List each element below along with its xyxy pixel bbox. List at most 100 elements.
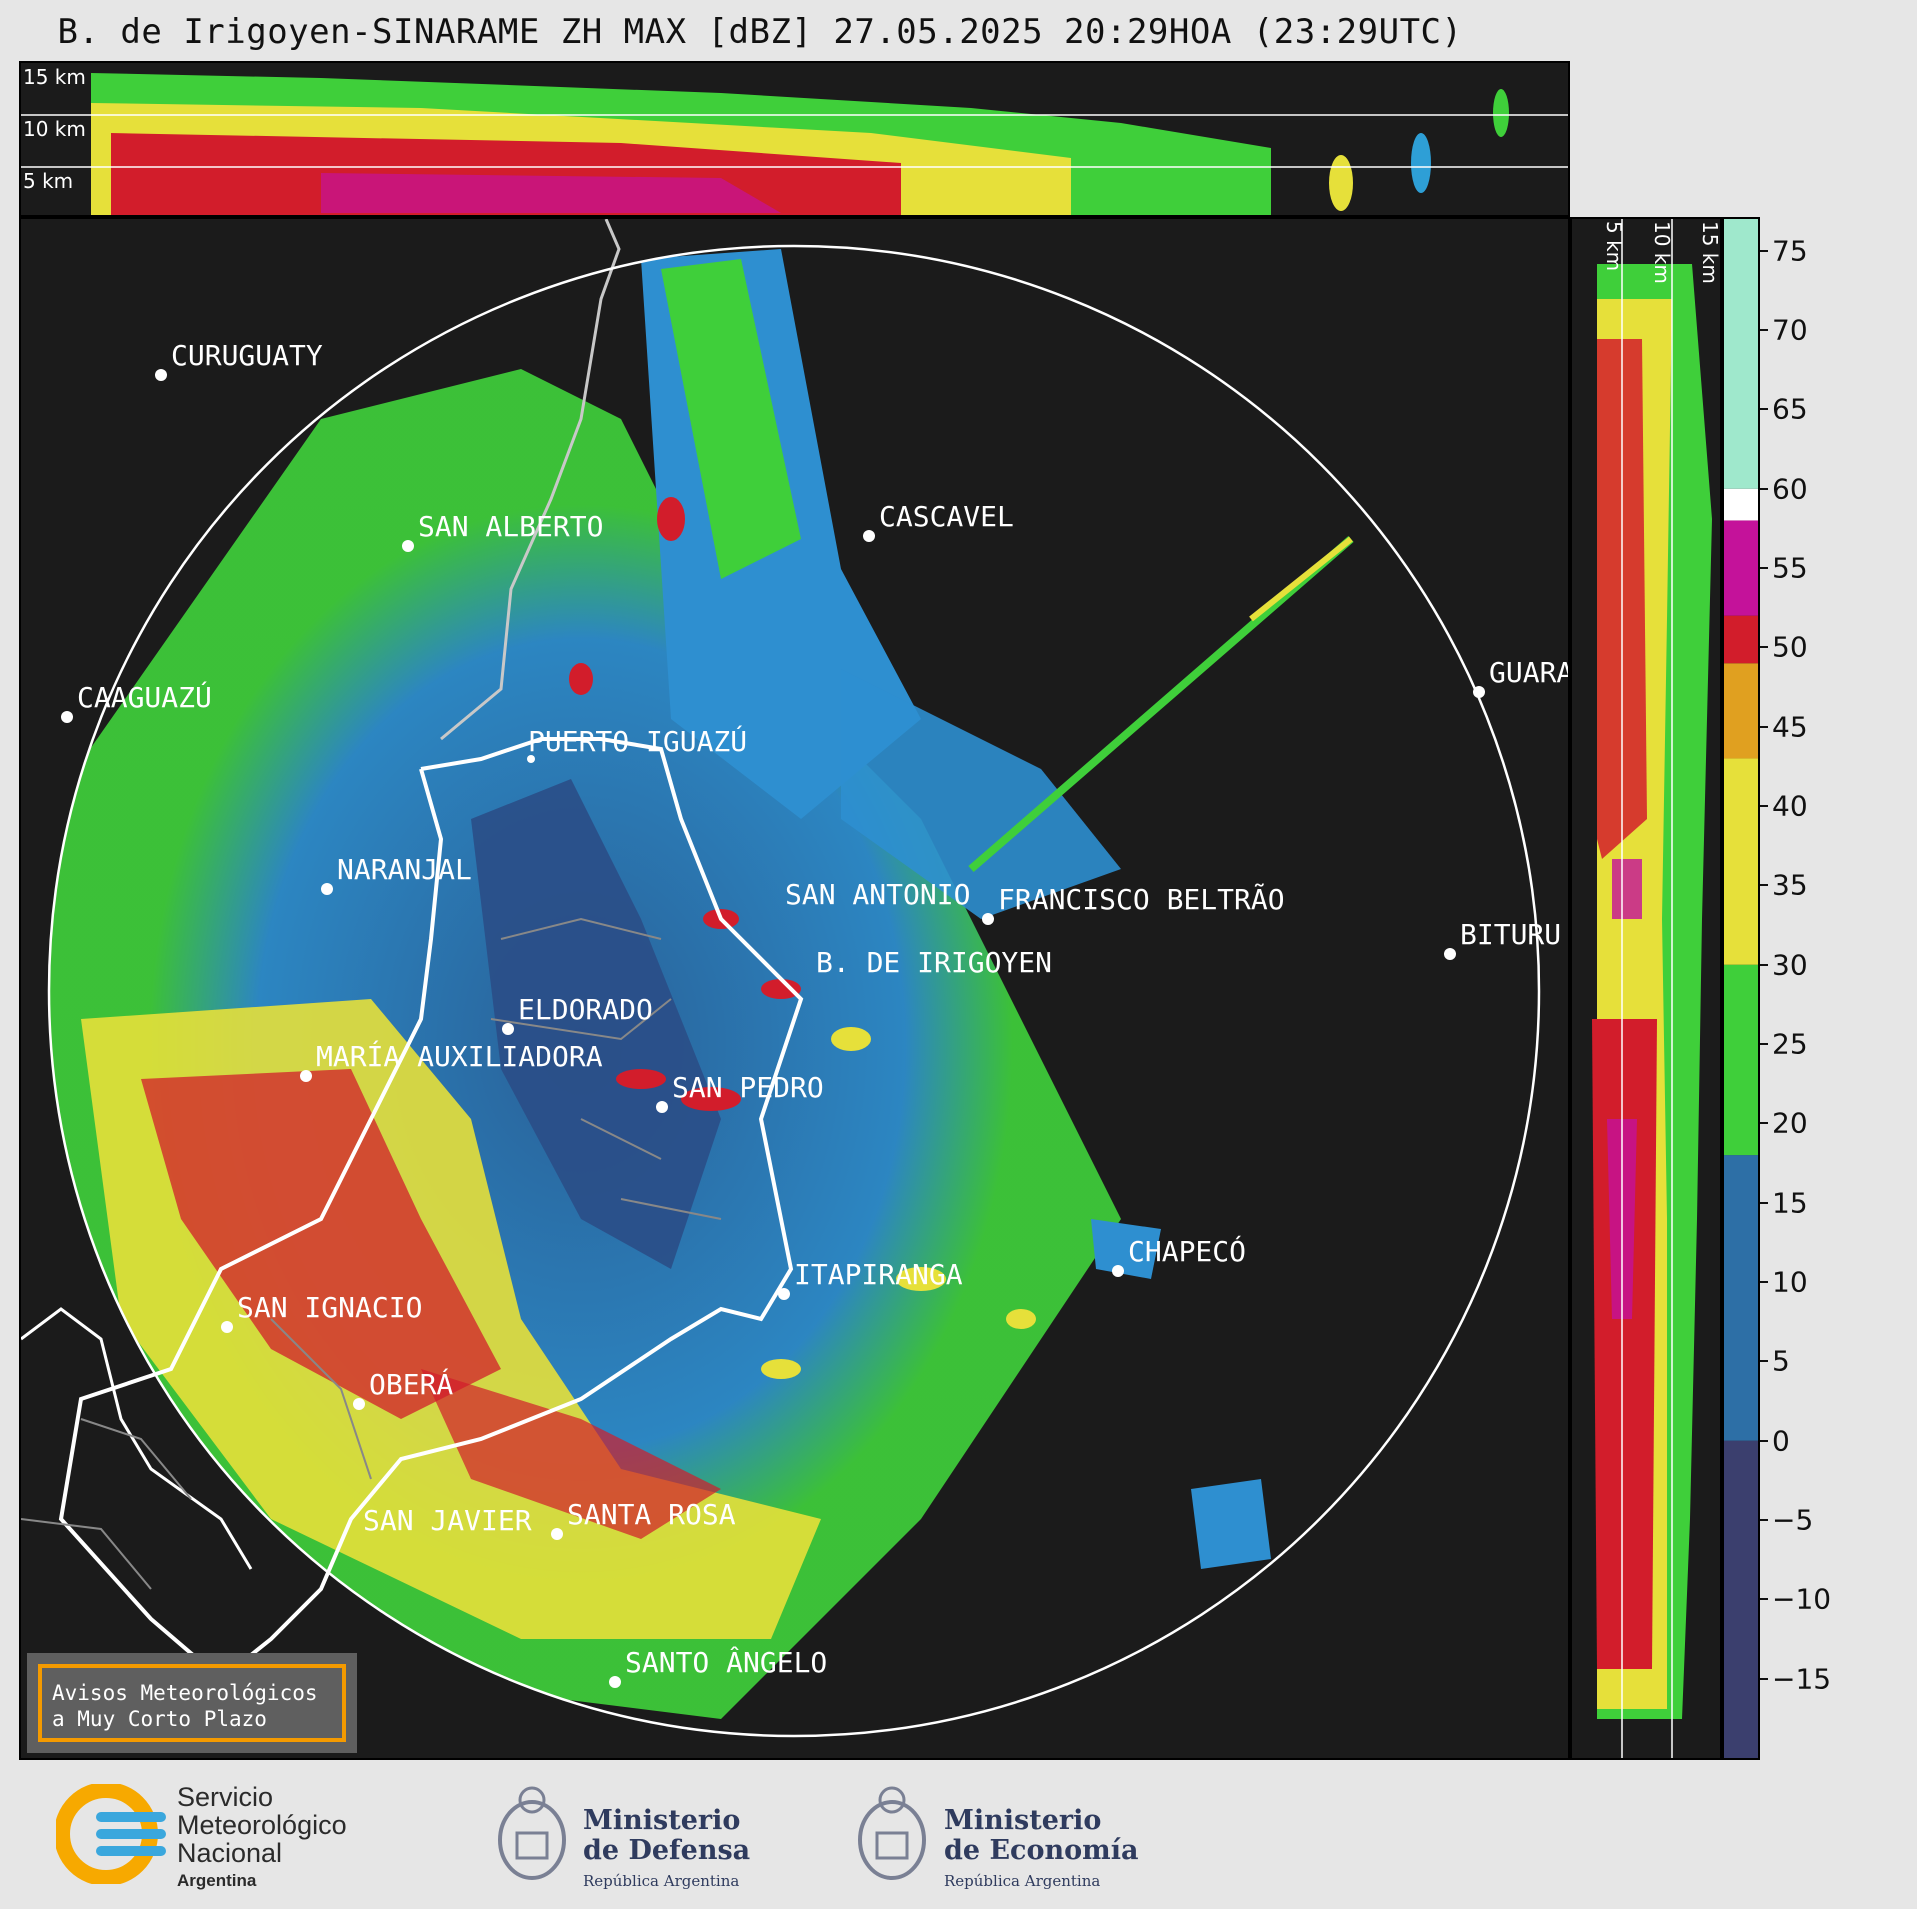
- colorbar-tick-mark: [1760, 408, 1768, 411]
- aviso-panel: Avisos Meteorológicos a Muy Corto Plazo: [27, 1653, 357, 1753]
- colorbar-tick-mark: [1760, 1677, 1768, 1680]
- city-marker-san-alberto: [402, 540, 414, 552]
- colorbar-tick-label: −15: [1772, 1662, 1832, 1696]
- aviso-frame[interactable]: Avisos Meteorológicos a Muy Corto Plazo: [38, 1664, 346, 1742]
- right-height-label-5km: 5 km: [1602, 221, 1626, 272]
- colorbar-band: [1724, 615, 1758, 664]
- colorbar-tick-label: −10: [1772, 1582, 1832, 1616]
- right-height-label-15km: 15 km: [1698, 221, 1722, 284]
- colorbar-tick-mark: [1760, 1201, 1768, 1204]
- city-label-santa-rosa: SANTA ROSA: [567, 1498, 736, 1531]
- colorbar-tick-label: 50: [1772, 630, 1808, 664]
- city-marker-bituru: [1444, 948, 1456, 960]
- top-height-profile: 15 km 10 km 5 km: [19, 61, 1570, 217]
- radar-ppi-map: CURUGUATY SAN ALBERTO CASCAVEL CAAGUAZÚ …: [19, 217, 1570, 1760]
- colorbar-tick-mark: [1760, 1519, 1768, 1521]
- smn-logo-icon: [56, 1784, 166, 1884]
- colorbar-band: [1724, 219, 1758, 489]
- political-borders: [21, 219, 804, 1681]
- economia-line-3: República Argentina: [944, 1872, 1101, 1890]
- defensa-line-3: República Argentina: [583, 1872, 740, 1890]
- colorbar-tick-label: 55: [1772, 551, 1808, 585]
- city-label-eldorado: ELDORADO: [518, 993, 653, 1026]
- top-profile-echo: [21, 73, 1568, 215]
- colorbar-tick-mark: [1760, 1439, 1768, 1442]
- city-label-san-antonio: SAN ANTONIO: [785, 878, 970, 911]
- colorbar-tick-mark: [1760, 1122, 1768, 1125]
- top-height-label-10km: 10 km: [23, 117, 86, 141]
- colorbar-band: [1724, 663, 1758, 759]
- city-label-cascavel: CASCAVEL: [879, 500, 1014, 533]
- defensa-text: Ministerio de Defensa República Argentin…: [583, 1806, 750, 1896]
- city-label-guara: GUARA: [1489, 656, 1568, 689]
- city-markers: CURUGUATY SAN ALBERTO CASCAVEL CAAGUAZÚ …: [61, 339, 1568, 1688]
- economia-text: Ministerio de Economía República Argenti…: [944, 1806, 1138, 1896]
- city-marker-maria-auxiliadora: [300, 1070, 312, 1082]
- colorbar-tick-mark: [1760, 487, 1768, 490]
- city-label-francisco-beltrao: FRANCISCO BELTRÃO: [998, 883, 1285, 916]
- colorbar-tick-mark: [1760, 249, 1768, 252]
- colorbar-bands: [1724, 219, 1758, 1758]
- city-label-bituru: BITURU: [1460, 918, 1561, 951]
- city-marker-santa-rosa: [551, 1528, 563, 1540]
- colorbar-tick-mark: [1760, 1360, 1768, 1363]
- right-height-profile: 5 km 10 km 15 km: [1570, 217, 1722, 1760]
- smn-line-3: Nacional: [177, 1838, 283, 1868]
- smn-logo-text: Servicio Meteorológico Nacional Argentin…: [177, 1783, 347, 1895]
- argentina-seal-icon: [858, 1786, 926, 1880]
- colorbar-tick-label: 5: [1772, 1344, 1790, 1378]
- colorbar-tick-label: 40: [1772, 789, 1808, 823]
- smn-line-4: Argentina: [177, 1871, 257, 1890]
- city-marker-naranjal: [321, 883, 333, 895]
- city-marker-chapeco: [1112, 1265, 1124, 1277]
- city-label-b-de-irigoyen: B. DE IRIGOYEN: [816, 946, 1052, 979]
- city-label-maria-auxiliadora: MARÍA AUXILIADORA: [316, 1039, 603, 1073]
- right-profile-echo: [1592, 219, 1712, 1758]
- defensa-line-1: Ministerio: [583, 1805, 741, 1836]
- colorbar-tick-mark: [1760, 1043, 1768, 1046]
- top-height-label-15km: 15 km: [23, 65, 86, 89]
- city-label-santo-angelo: SANTO ÂNGELO: [625, 1645, 827, 1679]
- colorbar-tick-label: 20: [1772, 1106, 1808, 1140]
- colorbar-tick-label: 15: [1772, 1186, 1808, 1220]
- city-label-caaguazu: CAAGUAZÚ: [77, 680, 212, 714]
- colorbar-tick-mark: [1760, 1281, 1768, 1284]
- colorbar-tick-mark: [1760, 329, 1768, 332]
- city-label-curuguaty: CURUGUATY: [171, 339, 323, 372]
- city-marker-puerto-iguazu: [527, 755, 535, 763]
- colorbar-tick-mark: [1760, 646, 1768, 649]
- city-marker-obera: [353, 1398, 365, 1410]
- colorbar-band: [1724, 758, 1758, 965]
- city-label-naranjal: NARANJAL: [337, 853, 472, 886]
- economia-line-2: de Economía: [944, 1835, 1139, 1866]
- radar-map-canvas: CURUGUATY SAN ALBERTO CASCAVEL CAAGUAZÚ …: [21, 219, 1568, 1738]
- city-label-san-pedro: SAN PEDRO: [672, 1071, 824, 1104]
- colorbar-band: [1724, 488, 1758, 521]
- city-marker-cascavel: [863, 530, 875, 542]
- city-marker-curuguaty: [155, 369, 167, 381]
- city-marker-eldorado: [502, 1023, 514, 1035]
- right-height-label-10km: 10 km: [1650, 221, 1674, 284]
- economia-line-1: Ministerio: [944, 1805, 1102, 1836]
- colorbar-tick-label: 75: [1772, 234, 1808, 268]
- city-label-san-alberto: SAN ALBERTO: [418, 510, 603, 543]
- colorbar-tick-mark: [1760, 963, 1768, 966]
- city-marker-san-ignacio: [221, 1321, 233, 1333]
- city-marker-guara: [1473, 686, 1485, 698]
- city-marker-francisco-beltrao: [982, 913, 994, 925]
- dbz-colorbar: [1722, 217, 1760, 1760]
- colorbar-band: [1724, 964, 1758, 1156]
- colorbar-tick-label: 65: [1772, 392, 1808, 426]
- city-label-san-javier: SAN JAVIER: [363, 1504, 532, 1537]
- aviso-line-2: a Muy Corto Plazo: [52, 1707, 267, 1731]
- range-ring: [47, 244, 1541, 1738]
- city-marker-san-pedro: [656, 1101, 668, 1113]
- colorbar-tick-mark: [1760, 805, 1768, 808]
- colorbar-band: [1724, 1440, 1758, 1758]
- defensa-line-2: de Defensa: [583, 1835, 751, 1866]
- colorbar-band: [1724, 520, 1758, 616]
- smn-line-2: Meteorológico: [177, 1810, 347, 1840]
- city-marker-itapiranga: [778, 1288, 790, 1300]
- colorbar-tick-label: 25: [1772, 1027, 1808, 1061]
- colorbar-tick-label: 70: [1772, 313, 1808, 347]
